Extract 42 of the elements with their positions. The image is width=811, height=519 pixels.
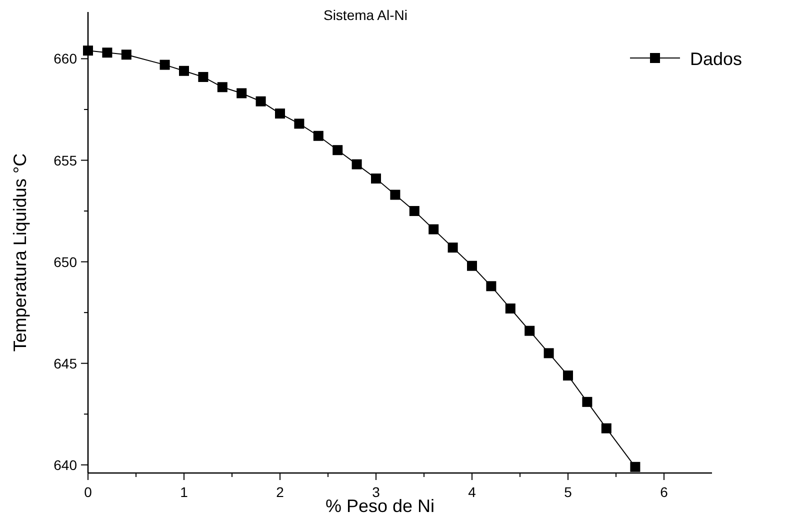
- point: [448, 242, 458, 253]
- legend-label: Dados: [690, 49, 742, 69]
- point: [524, 326, 535, 336]
- point: [83, 46, 93, 56]
- point: [236, 88, 247, 98]
- point: [160, 60, 170, 70]
- point: [332, 145, 343, 156]
- point: [102, 48, 112, 58]
- point: [179, 66, 189, 76]
- y-tick-label: 645: [54, 355, 78, 372]
- x-tick-label: 6: [660, 484, 668, 500]
- point: [582, 396, 592, 407]
- point: [313, 130, 324, 141]
- point: [544, 348, 554, 358]
- point: [409, 206, 420, 216]
- x-tick-label: 5: [564, 484, 572, 500]
- x-tick-label: 1: [180, 484, 188, 500]
- point: [486, 281, 496, 292]
- point: [371, 174, 381, 184]
- point: [275, 108, 285, 119]
- x-tick-label: 4: [468, 484, 476, 500]
- point: [467, 260, 477, 271]
- x-tick-label: 2: [276, 484, 284, 500]
- y-tick-label: 640: [54, 456, 78, 473]
- y-tick-label: 660: [54, 50, 78, 67]
- y-tick-label: 650: [54, 254, 78, 270]
- point: [217, 82, 228, 92]
- chart-title: Sistema Al-Ni: [323, 7, 408, 23]
- x-tick-label: 0: [84, 484, 92, 500]
- point: [630, 462, 640, 472]
- point: [256, 96, 266, 106]
- point: [121, 50, 132, 60]
- point: [198, 72, 208, 82]
- point: [352, 159, 362, 170]
- point: [563, 370, 573, 381]
- point: [428, 224, 439, 234]
- point: [294, 118, 304, 129]
- y-tick-label: 655: [54, 152, 78, 168]
- y-axis-title: Temperatura Liquidus °C: [10, 153, 30, 352]
- point: [601, 423, 612, 434]
- point: [390, 190, 400, 200]
- point: [505, 304, 516, 314]
